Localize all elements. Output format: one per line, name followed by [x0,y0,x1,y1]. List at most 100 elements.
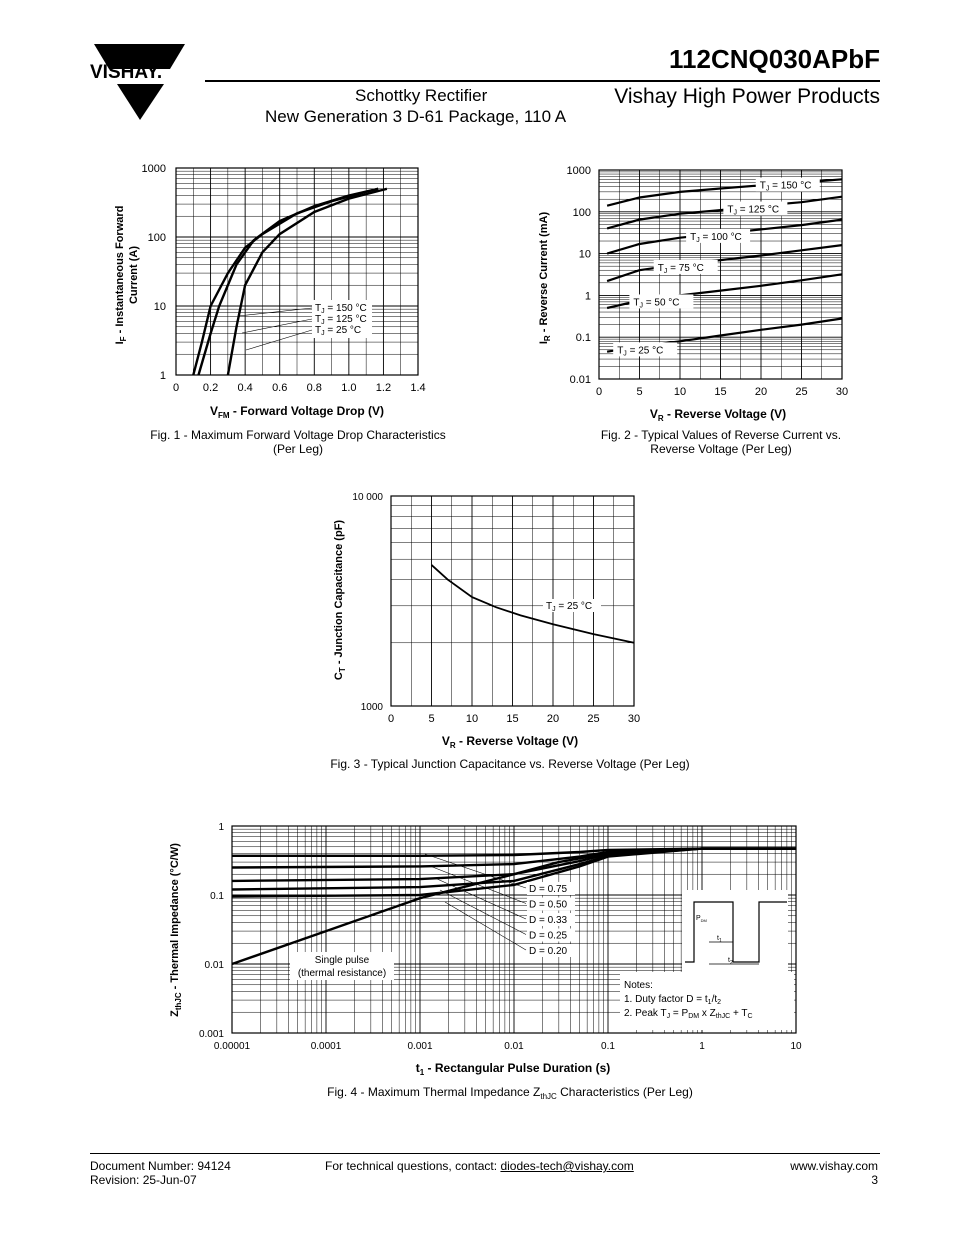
x-tick-label: 0.0001 [311,1041,342,1052]
duty-label: D = 0.20 [529,946,568,957]
svg-text:t1: t1 [717,935,722,944]
x-tick-label: 10 [790,1041,802,1052]
y-tick-label: 1 [218,822,224,833]
x-tick-label: 1 [699,1041,705,1052]
fig3-ticks: 0 5 10 15 20 25 30 1000 10 000 [352,492,640,725]
x-tick-label: 5 [428,713,434,725]
x-tick-label: 0.1 [601,1041,615,1052]
y-tick-label: 0.01 [205,960,225,971]
contact-email-link[interactable]: diodes-tech@vishay.com [500,1159,634,1173]
footer-rule [90,1153,880,1154]
y-tick-label: 100 [573,207,591,219]
notes-box [620,972,794,1030]
duty-label: D = 0.75 [529,884,568,895]
fig1-series [192,187,388,376]
fig1-ticks: 0 0.2 0.4 0.6 0.8 1.0 1.2 1.4 1 10 100 1000 [142,163,426,394]
fig2-ticks: 0 5 10 15 20 25 30 0.01 0.1 1 10 100 1000 [567,165,849,398]
y-tick-label: 10 000 [352,492,383,503]
fig3-chart: TJ = 25 °C 0 5 10 15 20 25 30 1000 10 000 VR - R… [330,492,689,771]
series-label: TJ = 125 °C [315,314,367,326]
y-tick-label: 0.001 [199,1029,224,1040]
series-line-5 [231,847,796,966]
fig4-chart: D = 0.75 D = 0.50 D = 0.33 D = 0.25 D = 0.20… [169,822,802,1101]
series-label: TJ = 75 °C [658,263,704,275]
fig2-series: TJ = 150 °C TJ = 125 °C TJ = 100 °C TJ = 75… [606,177,843,357]
y-tick-label: 100 [148,232,166,244]
fig1-frame [175,167,419,376]
series-label: TJ = 50 °C [633,297,679,309]
duty-label: D = 0.25 [529,931,568,942]
series-line-2 [226,187,388,376]
fig4-series-labels: D = 0.75 D = 0.50 D = 0.33 D = 0.25 D = 0.20 [424,853,575,957]
single-pulse-box [290,952,394,980]
fig1-xlabel: VFM - Forward Voltage Drop (V) [210,404,384,420]
y-tick-label: 10 [154,301,166,313]
series-line-1 [197,187,379,376]
x-tick-label: 0.2 [203,382,218,394]
x-tick-label: 0.00001 [214,1041,251,1052]
x-tick-label: 10 [466,713,478,725]
fig4-ylabel: ZthJC - Thermal Impedance (°C/W) [169,843,183,1017]
single-pulse-label: Single pulse [315,955,370,966]
x-tick-label: 0.4 [237,382,252,394]
x-tick-label: 0 [596,386,602,398]
series-label: TJ = 25 °C [617,345,663,357]
pulse-inset: PDM t1 t2 [682,890,788,972]
fig4-xlabel: t1 - Rectangular Pulse Duration (s) [416,1061,610,1077]
fig4-series [231,847,796,966]
series-line-1 [606,195,843,230]
note-1: 1. Duty factor D = t1/t2 [624,994,721,1006]
fig3-ylabel: CT - Junction Capacitance (pF) [333,520,347,680]
fig4-frame [231,825,797,1034]
contact-line: For technical questions, contact: diodes… [325,1159,634,1173]
x-tick-label: 1.2 [376,382,391,394]
series-label: TJ = 125 °C [727,205,779,217]
y-tick-label: 1000 [361,702,384,713]
y-tick-label: 0.1 [576,332,591,344]
x-tick-label: 20 [755,386,767,398]
series-label: TJ = 25 °C [315,325,361,337]
fig3-frame [390,495,635,707]
y-tick-label: 0.1 [210,891,224,902]
x-tick-label: 5 [636,386,642,398]
series-label: TJ = 100 °C [690,232,742,244]
fig1-ylabel-line2: Current (A) [128,246,140,304]
fig2-caption: Fig. 2 - Typical Values of Reverse Curre… [601,428,841,442]
note-2: 2. Peak TJ = PDM x ZthJC + TC [624,1008,753,1020]
revision: Revision: 25-Jun-07 [90,1173,197,1187]
subtitle-line2: New Generation 3 D-61 Package, 110 A [265,107,567,126]
subtitle-line1: Schottky Rectifier [355,86,488,105]
x-tick-label: 30 [628,713,640,725]
series-label: TJ = 150 °C [315,303,367,315]
fig1-chart: 0 0.2 0.4 0.6 0.8 1.0 1.2 1.4 1 10 100 1000 TJ = 15… [114,163,446,456]
x-tick-label: 10 [674,386,686,398]
fig3-caption: Fig. 3 - Typical Junction Capacitance vs… [330,757,689,771]
contact-prefix: For technical questions, contact: [325,1159,501,1173]
x-tick-label: 30 [836,386,848,398]
fig2-xlabel: VR - Reverse Voltage (V) [650,407,786,423]
svg-text:t2: t2 [728,957,733,966]
fig4-caption: Fig. 4 - Maximum Thermal Impedance ZthJC… [327,1085,693,1101]
website: www.vishay.com [790,1159,878,1173]
fig3-series: TJ = 25 °C [430,564,635,644]
part-number: 112CNQ030APbF [669,44,880,74]
fig1-grid [176,168,418,375]
y-tick-label: 1000 [142,163,166,175]
vishay-logo [92,44,187,120]
fig1-caption-line2: (Per Leg) [273,442,323,456]
series-label: TJ = 25 °C [546,601,592,613]
series-line-3 [606,244,843,283]
fig1-legend: TJ = 150 °CTJ = 125 °CTJ = 25 °C [237,300,372,351]
brand-line: Vishay High Power Products [614,85,880,108]
y-tick-label: 0.01 [570,374,591,386]
x-tick-label: 15 [714,386,726,398]
x-tick-label: 0 [388,713,394,725]
notes-title: Notes: [624,980,653,991]
fig1-caption: Fig. 1 - Maximum Forward Voltage Drop Ch… [150,428,445,442]
y-tick-label: 1 [160,370,166,382]
x-tick-label: 20 [547,713,559,725]
series-line-0 [192,187,379,376]
y-tick-label: 10 [579,249,591,261]
x-tick-label: 0 [173,382,179,394]
x-tick-label: 0.6 [272,382,287,394]
